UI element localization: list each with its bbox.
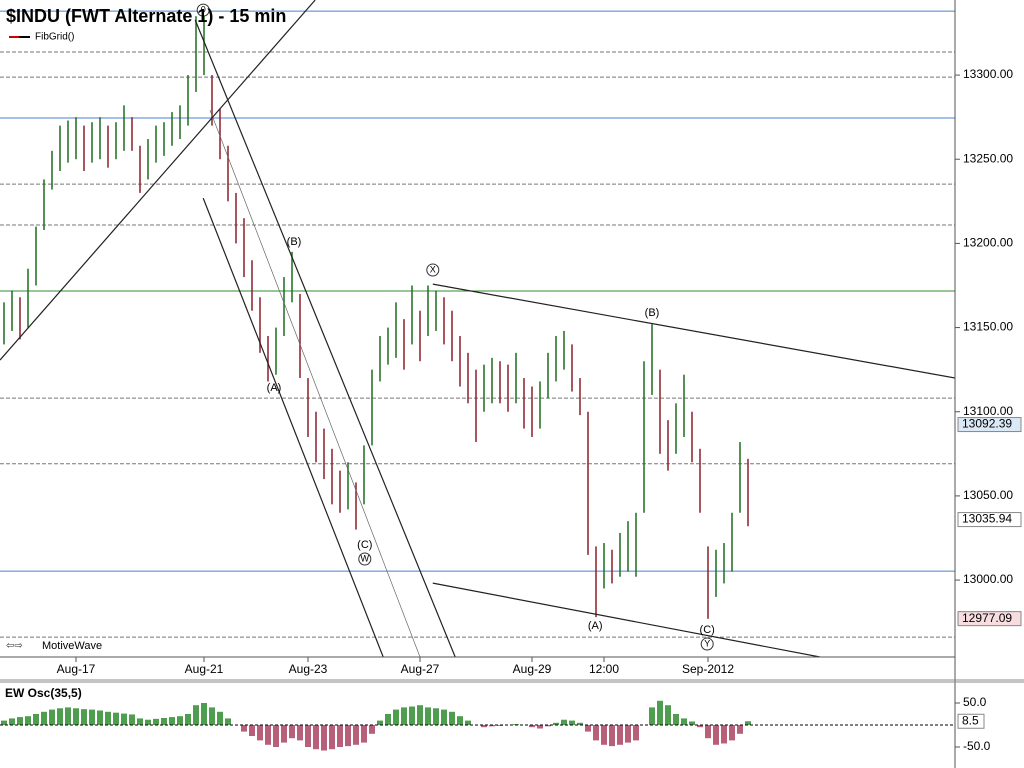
price-plot bbox=[0, 0, 955, 657]
trendline bbox=[194, 19, 456, 657]
y-tick-label: 13050.00 bbox=[963, 488, 1013, 502]
trendline bbox=[432, 582, 821, 657]
price-tag bbox=[957, 417, 1022, 433]
x-tick-label: Aug-29 bbox=[513, 662, 552, 676]
y-tick-label: 13200.00 bbox=[963, 236, 1013, 250]
price-tag-label: 12977.09 bbox=[962, 611, 1012, 625]
y-tick-label: 13100.00 bbox=[963, 404, 1013, 418]
x-tick-label: Aug-17 bbox=[57, 662, 96, 676]
wave-label: (C) bbox=[357, 539, 372, 551]
x-tick-label: Aug-21 bbox=[185, 662, 224, 676]
wave-label: (C) bbox=[700, 624, 715, 636]
watermark: MotiveWave bbox=[42, 640, 102, 652]
wave-label: 0 bbox=[201, 4, 206, 14]
wave-circle bbox=[196, 3, 210, 17]
y-tick-label: -50.0 bbox=[963, 739, 991, 753]
chart-title: $INDU (FWT Alternate 1) - 15 min bbox=[6, 6, 286, 26]
wave-label: (B) bbox=[645, 307, 660, 319]
value-tag-label: 8.5 bbox=[962, 713, 979, 727]
wave-label: (B) bbox=[287, 236, 302, 248]
y-tick-label: 13150.00 bbox=[963, 320, 1013, 334]
x-tick-label: Aug-23 bbox=[289, 662, 328, 676]
value-tag bbox=[957, 713, 985, 729]
wave-label: X bbox=[430, 264, 436, 274]
trendline bbox=[0, 0, 316, 361]
y-tick-label: 13000.00 bbox=[963, 572, 1013, 586]
y-tick-label: 50.0 bbox=[963, 695, 987, 709]
price-tag bbox=[957, 512, 1022, 528]
wave-label: Y bbox=[704, 638, 710, 648]
wave-circle bbox=[700, 637, 714, 651]
wave-label: (A) bbox=[267, 382, 282, 394]
trendline bbox=[209, 109, 421, 657]
x-tick-label: Aug-27 bbox=[401, 662, 440, 676]
osc-title: EW Osc(35,5) bbox=[5, 686, 82, 700]
watermark: ⇦⇨ bbox=[6, 641, 23, 652]
wave-label: (A) bbox=[588, 620, 603, 632]
trendline bbox=[202, 197, 384, 657]
trendline bbox=[432, 283, 955, 379]
wave-circle bbox=[358, 552, 372, 566]
y-tick-label: 13300.00 bbox=[963, 67, 1013, 81]
price-tag bbox=[957, 611, 1022, 627]
price-tag-label: 13092.39 bbox=[962, 417, 1012, 431]
x-tick-label: 12:00 bbox=[589, 662, 619, 676]
wave-circle bbox=[426, 263, 440, 277]
wave-label: W bbox=[361, 553, 370, 563]
plot-layer: 13000.00 13050.00 13100.00 13150.00 13200.00… bbox=[0, 0, 1022, 753]
x-tick-label: Sep-2012 bbox=[682, 662, 734, 676]
price-tag-label: 13035.94 bbox=[962, 512, 1012, 526]
indicator-label: FibGrid() bbox=[35, 32, 74, 43]
y-tick-label: 13250.00 bbox=[963, 151, 1013, 165]
